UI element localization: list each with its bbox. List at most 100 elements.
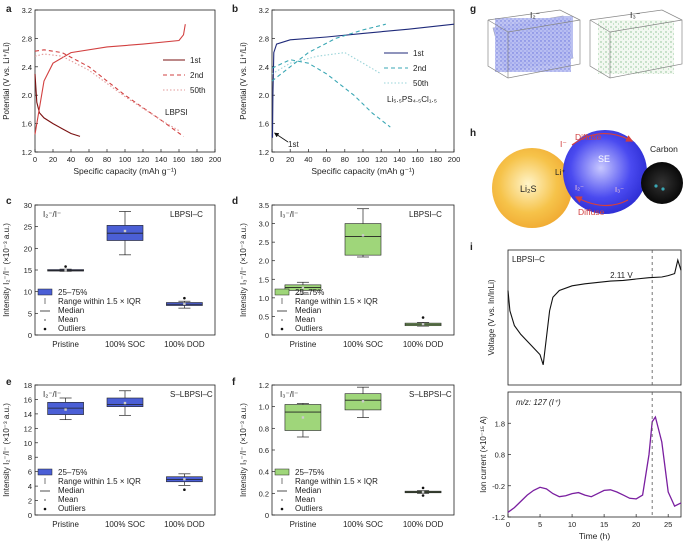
b-ytick-label: 1.2 [259,148,269,157]
a-ytick-label: 3.2 [22,6,32,15]
b-xlabel: Specific capacity (mAh g⁻¹) [311,166,414,176]
f-legend-label: Median [295,486,321,495]
b-xtick-label: 60 [322,155,330,164]
c-category-label: Pristine [52,340,79,349]
f-mean [361,400,365,403]
i2-volume-cube [487,9,581,79]
c-ytick-label: 30 [24,201,32,210]
f-legend-box [274,468,290,476]
b-series-50th [271,52,382,75]
b-legend-label: 2nd [413,64,426,73]
d-legend-label: Mean [295,315,315,324]
d-legend-mean [281,319,283,321]
d-ytick-label: 0.5 [259,312,269,321]
c-outlier [64,265,67,268]
f-legend-label: 25–75% [295,468,324,477]
b-xtick-label: 0 [270,155,274,164]
b-series-2nd [271,59,391,128]
i-bottom-xtick-label: 25 [664,520,672,529]
e-legend-label: 25–75% [58,468,87,477]
e-legend-box [37,468,53,476]
c-legend-label: Median [58,306,84,315]
i-top-annotation: LBPSI–C [512,255,545,264]
panel-label-a: a [6,4,12,15]
b-legend-label: 50th [413,79,429,88]
a-series-50th [34,53,180,132]
c-mean [123,229,127,233]
c-category-label: 100% SOC [105,340,145,349]
a-annotation: LBPSI [165,108,188,117]
a-ytick-label: 2.0 [22,91,32,100]
d-ytick-label: 3.5 [259,201,269,210]
c-ytick-label: 0 [28,331,32,340]
d-mean [421,323,425,326]
a-xtick-label: 20 [49,155,57,164]
f-category-label: Pristine [290,520,317,529]
panel-g-volumes: I₂⁻ I₃⁻ [487,9,683,79]
e-legend-mean [44,499,46,501]
panel-label-b: b [232,4,238,15]
f-category-label: 100% DOD [403,520,444,529]
i-bottom-xlabel: Time (h) [579,531,610,541]
e-ytick-label: 0 [28,511,32,520]
i-bottom-ytick-label: 0.8 [495,451,505,460]
b-xtick-label: 140 [393,155,406,164]
e-mean [183,478,186,481]
f-ytick-label: 0 [265,511,269,520]
f-mean [421,490,425,494]
d-ytick-label: 1.5 [259,275,269,284]
i3-label: I₃⁻ [630,10,641,20]
i-top-series-voltage [507,258,682,365]
a-xtick-label: 180 [191,155,204,164]
b-series-1st [271,23,455,138]
a-xtick-label: 200 [209,155,222,164]
i-bottom-ytick-label: -0.2 [492,482,505,491]
c-outlier [183,296,186,300]
c-legend-box [37,288,53,296]
d-ytick-label: 3.0 [259,220,269,229]
b-xtick-label: 80 [341,155,349,164]
diffuse-top-label: Diffuse [575,132,602,142]
a-series-1st [34,73,81,137]
a-xtick-label: 160 [173,155,186,164]
panel-label-c: c [6,196,12,207]
i-bottom-xtick-label: 5 [538,520,542,529]
d-box [344,223,382,256]
charts-layer: 0 20 40 60 80 100 120 140 160 180 2001.21.62.02.42… [2,6,682,541]
e-legend-label: Mean [58,495,78,504]
a-xtick-label: 80 [103,155,111,164]
b-ytick-label: 3.2 [259,6,269,15]
b-xtick-label: 100 [357,155,370,164]
e-ytick-label: 6 [28,468,32,477]
i-bottom-xtick-label: 15 [600,520,608,529]
e-ytick-label: 4 [28,482,32,491]
a-xtick-label: 120 [137,155,150,164]
e-legend-label: Median [58,486,84,495]
d-legend-label: Median [295,306,321,315]
e-title: I₂⁻/I⁻ [43,390,61,399]
i3-minus-label: I₃⁻ [615,185,624,194]
f-ytick-label: 1.2 [259,381,269,390]
i_top-frame [507,249,682,386]
se-label: SE [598,154,610,164]
panel-label-h: h [470,128,476,139]
b-ytick-label: 2.4 [259,63,269,72]
a-legend-label: 50th [190,86,206,95]
a-xtick-label: 100 [119,155,132,164]
li2s-particle [492,148,572,228]
d-mean [361,234,365,237]
e-ytick-label: 10 [24,439,32,448]
f-legend-outlier [280,507,284,511]
i-bottom-ytick-label: -1.2 [492,513,505,522]
d-category-label: 100% SOC [343,340,383,349]
e-category-label: 100% SOC [105,520,145,529]
a-ytick-label: 1.2 [22,148,32,157]
i-bottom-xtick-label: 0 [506,520,510,529]
c-category-label: 100% DOD [164,340,205,349]
c-legend-mean [44,319,46,321]
b-xtick-label: 200 [448,155,461,164]
i_bottom-frame [507,391,682,518]
b-first-arrow-label: 1st [288,140,299,149]
c-mean [183,302,186,305]
